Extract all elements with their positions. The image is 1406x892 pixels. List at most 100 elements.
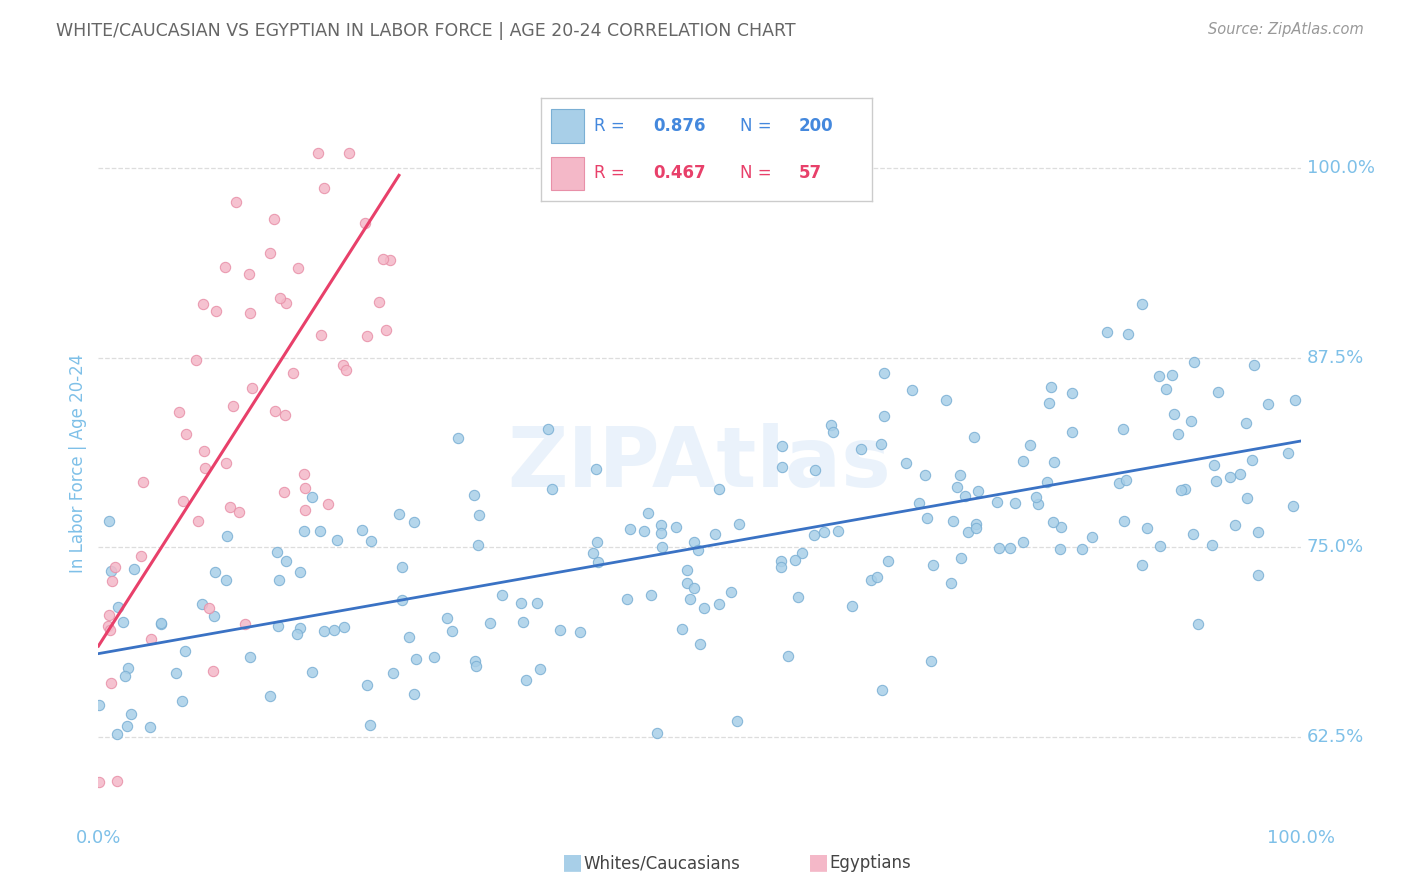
Point <box>87 698 110 712</box>
Point <box>1112 421 1135 435</box>
Point <box>1011 454 1033 468</box>
Point <box>650 526 672 541</box>
Point <box>869 437 891 451</box>
Point <box>288 566 311 580</box>
Point <box>423 649 446 664</box>
Point <box>1180 414 1202 428</box>
Point <box>821 425 844 439</box>
Point <box>942 514 965 528</box>
Point <box>294 502 316 516</box>
Point <box>360 534 382 549</box>
Point <box>214 260 236 274</box>
Point <box>101 574 124 588</box>
Text: 100.0%: 100.0% <box>1306 159 1375 177</box>
Point <box>1243 359 1265 373</box>
Point <box>359 717 381 731</box>
Text: 0.467: 0.467 <box>654 164 706 182</box>
Point <box>515 673 537 688</box>
Point <box>266 545 288 559</box>
Point <box>1062 385 1084 400</box>
Point <box>769 554 792 568</box>
Point <box>957 524 980 539</box>
Point <box>720 584 742 599</box>
Point <box>478 615 501 630</box>
Point <box>1040 380 1063 394</box>
Point <box>174 427 197 442</box>
Point <box>965 516 987 531</box>
Point <box>316 497 339 511</box>
Point <box>1161 368 1184 382</box>
Point <box>104 560 127 574</box>
Text: 200: 200 <box>799 118 834 136</box>
Point <box>172 493 194 508</box>
Point <box>307 145 329 160</box>
Text: 0.876: 0.876 <box>654 118 706 136</box>
Point <box>309 328 332 343</box>
Point <box>322 623 344 637</box>
Point <box>1042 515 1064 529</box>
Point <box>292 467 315 481</box>
Point <box>650 517 672 532</box>
Point <box>790 546 813 560</box>
Text: ■: ■ <box>562 853 583 872</box>
Point <box>616 591 638 606</box>
Point <box>205 303 228 318</box>
Point <box>914 468 936 483</box>
Point <box>1036 475 1059 489</box>
Text: N =: N = <box>740 164 770 182</box>
Point <box>651 541 673 555</box>
Point <box>901 383 924 397</box>
Text: Whites/Caucasians: Whites/Caucasians <box>583 855 741 872</box>
FancyBboxPatch shape <box>551 110 585 144</box>
Text: 75.0%: 75.0% <box>1306 539 1364 557</box>
Point <box>217 528 239 542</box>
Point <box>569 625 592 640</box>
Point <box>391 560 413 574</box>
Point <box>214 456 236 470</box>
Point <box>129 549 152 563</box>
Point <box>301 665 323 680</box>
Point <box>238 267 260 281</box>
Point <box>941 575 963 590</box>
Point <box>1071 542 1094 557</box>
Point <box>259 245 281 260</box>
Point <box>665 520 688 534</box>
Point <box>671 622 693 636</box>
Point <box>100 676 122 690</box>
Point <box>963 429 986 443</box>
Point <box>274 554 297 568</box>
Point <box>285 627 308 641</box>
Point <box>100 564 122 578</box>
Point <box>354 216 377 230</box>
Point <box>375 323 398 337</box>
Point <box>803 528 825 542</box>
Point <box>97 619 120 633</box>
Point <box>1114 514 1136 528</box>
Point <box>228 505 250 519</box>
Point <box>333 620 356 634</box>
Point <box>865 569 887 583</box>
Point <box>770 459 793 474</box>
Point <box>339 145 361 160</box>
Point <box>1282 499 1305 513</box>
Point <box>1170 483 1192 497</box>
Point <box>841 599 863 614</box>
Point <box>1201 538 1223 552</box>
Point <box>1000 541 1022 555</box>
Point <box>174 644 197 658</box>
Point <box>132 475 155 489</box>
Point <box>1049 542 1071 557</box>
Point <box>292 524 315 538</box>
Point <box>259 690 281 704</box>
Point <box>273 484 295 499</box>
Point <box>264 404 287 418</box>
Point <box>100 623 122 637</box>
Point <box>637 506 659 520</box>
Point <box>704 526 727 541</box>
Point <box>678 592 700 607</box>
Point <box>356 678 378 692</box>
Point <box>633 524 655 538</box>
Point <box>115 719 138 733</box>
Point <box>314 624 336 639</box>
Point <box>1208 385 1230 400</box>
